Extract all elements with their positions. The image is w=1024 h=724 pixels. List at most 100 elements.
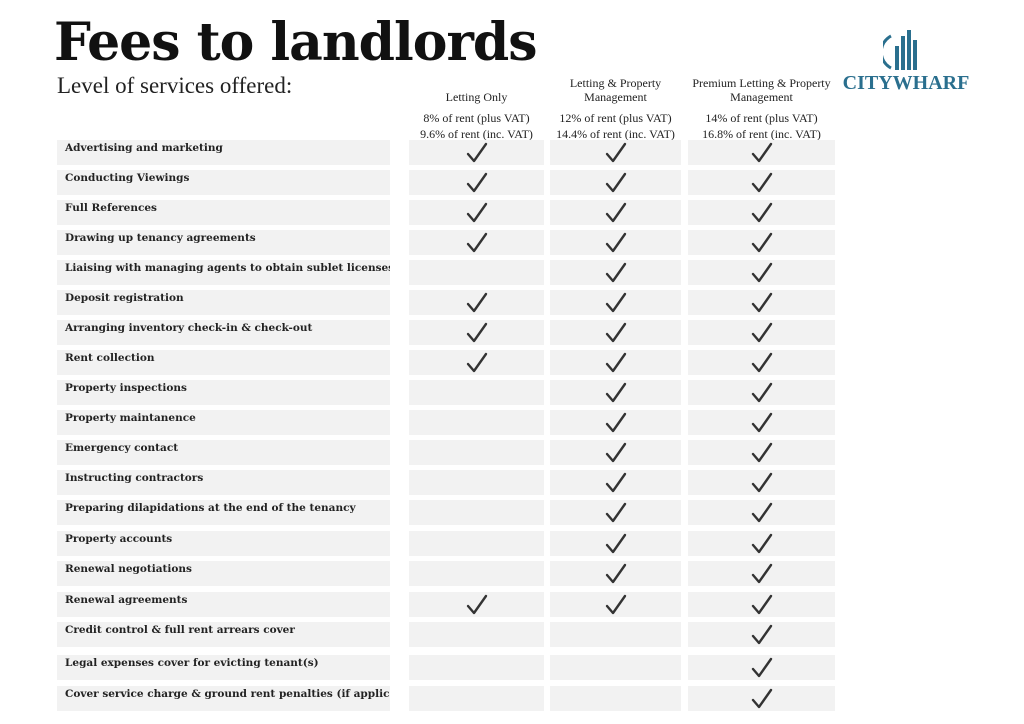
checkmark-icon (605, 172, 626, 193)
plan-cell (409, 470, 544, 495)
service-label: Legal expenses cover for evicting tenant… (57, 655, 390, 680)
plan-cell (409, 320, 544, 345)
checkmark-icon (605, 563, 626, 584)
plan-cell (409, 686, 544, 711)
checkmark-icon (466, 232, 487, 253)
service-row: Liaising with managing agents to obtain … (0, 260, 1024, 285)
service-row: Rent collection (0, 350, 1024, 375)
plan-cell (550, 470, 681, 495)
plan-cell (550, 592, 681, 617)
service-row: Renewal negotiations (0, 561, 1024, 586)
checkmark-icon (605, 442, 626, 463)
brand-name: CITYWHARF (842, 72, 970, 94)
service-row: Legal expenses cover for evicting tenant… (0, 655, 1024, 680)
plan-price-plus-vat: 8% of rent (plus VAT) (423, 111, 530, 125)
plan-cell (409, 260, 544, 285)
plan-cell (409, 500, 544, 525)
plan-cell (688, 592, 835, 617)
checkmark-icon (751, 322, 772, 343)
plan-cell (550, 686, 681, 711)
plan-cell (688, 500, 835, 525)
plan-cell (409, 170, 544, 195)
plan-cell (688, 470, 835, 495)
checkmark-icon (605, 292, 626, 313)
plan-cell (688, 561, 835, 586)
checkmark-icon (466, 594, 487, 615)
checkmark-icon (605, 502, 626, 523)
buildings-logo-icon (883, 30, 917, 70)
checkmark-icon (605, 533, 626, 554)
plan-cell (550, 655, 681, 680)
service-row: Credit control & full rent arrears cover (0, 622, 1024, 647)
plan-header-letting-only: Letting Only 8% of rent (plus VAT) 9.6% … (409, 76, 544, 142)
service-row: Property maintanence (0, 410, 1024, 435)
checkmark-icon (605, 594, 626, 615)
checkmark-icon (605, 472, 626, 493)
plan-cell (550, 170, 681, 195)
plan-cell (550, 350, 681, 375)
checkmark-icon (751, 472, 772, 493)
page-title: Fees to landlords (54, 12, 538, 73)
service-label: Renewal negotiations (57, 561, 390, 586)
service-label: Rent collection (57, 350, 390, 375)
service-label: Advertising and marketing (57, 140, 390, 165)
service-row: Preparing dilapidations at the end of th… (0, 500, 1024, 525)
plan-name: Premium Letting & Property Management (692, 76, 831, 104)
checkmark-icon (751, 624, 772, 645)
service-row: Renewal agreements (0, 592, 1024, 617)
plan-cell (409, 440, 544, 465)
checkmark-icon (605, 202, 626, 223)
plan-cell (550, 230, 681, 255)
service-label: Preparing dilapidations at the end of th… (57, 500, 390, 525)
plan-cell (688, 290, 835, 315)
plan-cell (409, 230, 544, 255)
plan-cell (688, 440, 835, 465)
checkmark-icon (466, 142, 487, 163)
checkmark-icon (466, 172, 487, 193)
service-label: Liaising with managing agents to obtain … (57, 260, 390, 285)
plan-price-inc-vat: 16.8% of rent (inc. VAT) (702, 127, 821, 141)
checkmark-icon (751, 382, 772, 403)
checkmark-icon (751, 292, 772, 313)
plan-header-letting-management: Letting & Property Management 12% of ren… (550, 76, 681, 142)
checkmark-icon (751, 688, 772, 709)
plan-cell (409, 380, 544, 405)
service-row: Emergency contact (0, 440, 1024, 465)
service-label: Renewal agreements (57, 592, 390, 617)
plan-price-plus-vat: 14% of rent (plus VAT) (705, 111, 818, 125)
plan-cell (550, 410, 681, 435)
checkmark-icon (751, 142, 772, 163)
service-row: Drawing up tenancy agreements (0, 230, 1024, 255)
plan-price-plus-vat: 12% of rent (plus VAT) (559, 111, 672, 125)
checkmark-icon (605, 142, 626, 163)
plan-cell (688, 260, 835, 285)
checkmark-icon (605, 352, 626, 373)
service-label: Conducting Viewings (57, 170, 390, 195)
plan-cell (550, 380, 681, 405)
checkmark-icon (466, 322, 487, 343)
service-label: Cover service charge & ground rent penal… (57, 686, 390, 711)
plan-cell (550, 320, 681, 345)
checkmark-icon (605, 322, 626, 343)
plan-cell (550, 500, 681, 525)
brand-logo: CITYWHARF (842, 28, 970, 94)
service-row: Full References (0, 200, 1024, 225)
plan-cell (550, 440, 681, 465)
service-row: Property accounts (0, 531, 1024, 556)
plan-header-premium: Premium Letting & Property Management 14… (688, 76, 835, 142)
service-label: Property maintanence (57, 410, 390, 435)
plan-cell (550, 140, 681, 165)
service-label: Full References (57, 200, 390, 225)
service-label: Credit control & full rent arrears cover (57, 622, 390, 647)
checkmark-icon (605, 262, 626, 283)
checkmark-icon (751, 262, 772, 283)
service-label: Property accounts (57, 531, 390, 556)
plan-cell (688, 655, 835, 680)
checkmark-icon (751, 502, 772, 523)
plan-cell (409, 290, 544, 315)
service-row: Arranging inventory check-in & check-out (0, 320, 1024, 345)
service-label: Instructing contractors (57, 470, 390, 495)
service-row: Advertising and marketing (0, 140, 1024, 165)
plan-cell (688, 170, 835, 195)
checkmark-icon (751, 533, 772, 554)
